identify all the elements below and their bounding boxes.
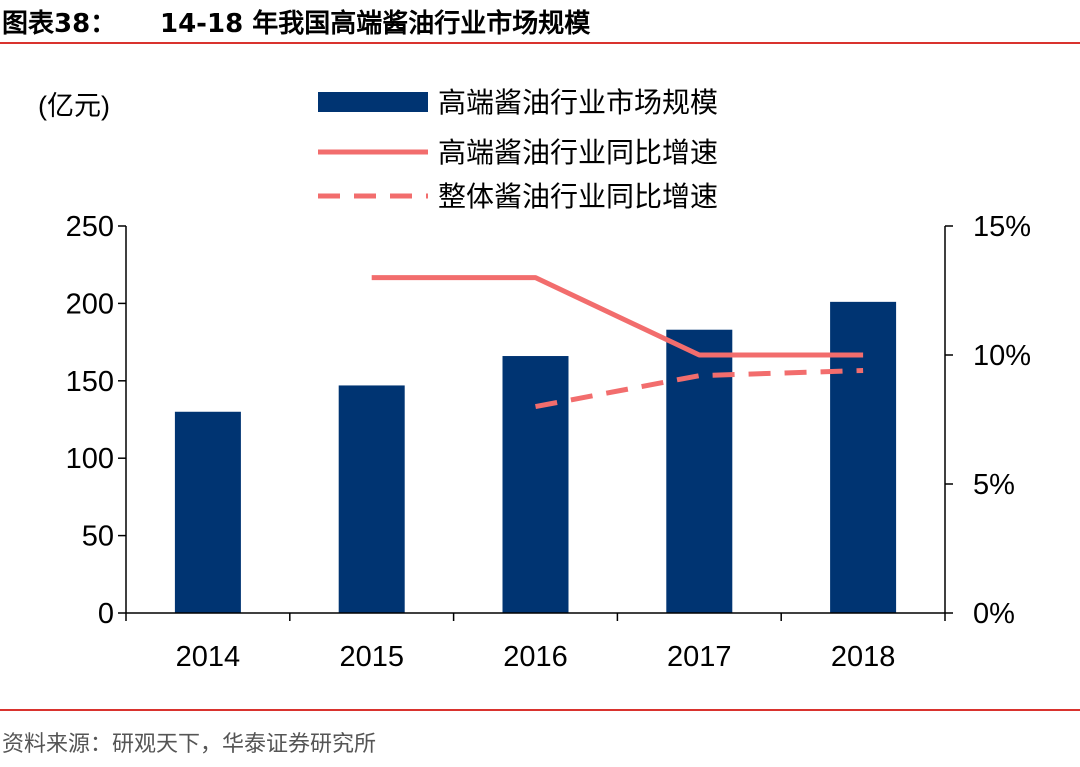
bottom-divider: [0, 709, 1080, 711]
line-series-overall-growth: [535, 367, 864, 410]
bar-2014: [174, 411, 241, 613]
y-left-tick-label: 50: [82, 521, 114, 553]
y-axis-unit-label: (亿元): [38, 91, 110, 121]
bar-2016: [502, 356, 569, 613]
bar-2017: [666, 329, 733, 613]
chart-svg: (亿元) 0 50 100 150 200 250 0% 5% 10% 15% 2014 2015 201…: [38, 87, 1031, 673]
legend-label: 高端酱油行业同比增速: [438, 137, 718, 168]
y-right-tick-label: 10%: [973, 340, 1031, 372]
y-left-tick-label: 250: [66, 211, 114, 243]
legend-swatch-bar: [318, 92, 428, 112]
source-note: 资料来源：研观天下，华泰证券研究所: [2, 732, 377, 757]
chart-title: 14-18 年我国高端酱油行业市场规模: [160, 9, 591, 39]
x-tick-label-2018: 2018: [831, 641, 896, 673]
x-tick-label-2017: 2017: [667, 641, 732, 673]
bar-2015: [338, 385, 405, 613]
x-tick-label-2015: 2015: [339, 641, 404, 673]
bar-2018: [830, 301, 897, 613]
y-right-tick-label: 15%: [973, 211, 1031, 243]
legend-label: 整体酱油行业同比增速: [438, 181, 718, 212]
y-right-tick-label: 0%: [973, 598, 1015, 630]
y-left-tick-label: 200: [66, 288, 114, 320]
y-left-tick-label: 150: [66, 366, 114, 398]
line-series-premium-growth: [371, 275, 864, 358]
figure-header: 图表38： 14-18 年我国高端酱油行业市场规模: [0, 0, 1080, 44]
legend-label: 高端酱油行业市场规模: [438, 87, 718, 118]
x-tick-label-2016: 2016: [503, 641, 568, 673]
x-tick-label-2014: 2014: [176, 641, 241, 673]
y-left-tick-label: 0: [98, 598, 114, 630]
y-right-tick-label: 5%: [973, 469, 1015, 501]
y-left-tick-label: 100: [66, 443, 114, 475]
top-divider: [0, 42, 1080, 44]
figure-label: 图表38：: [2, 9, 117, 39]
chart-area: (亿元) 0 50 100 150 200 250 0% 5% 10% 15% 2014 2015 201…: [0, 44, 1080, 708]
